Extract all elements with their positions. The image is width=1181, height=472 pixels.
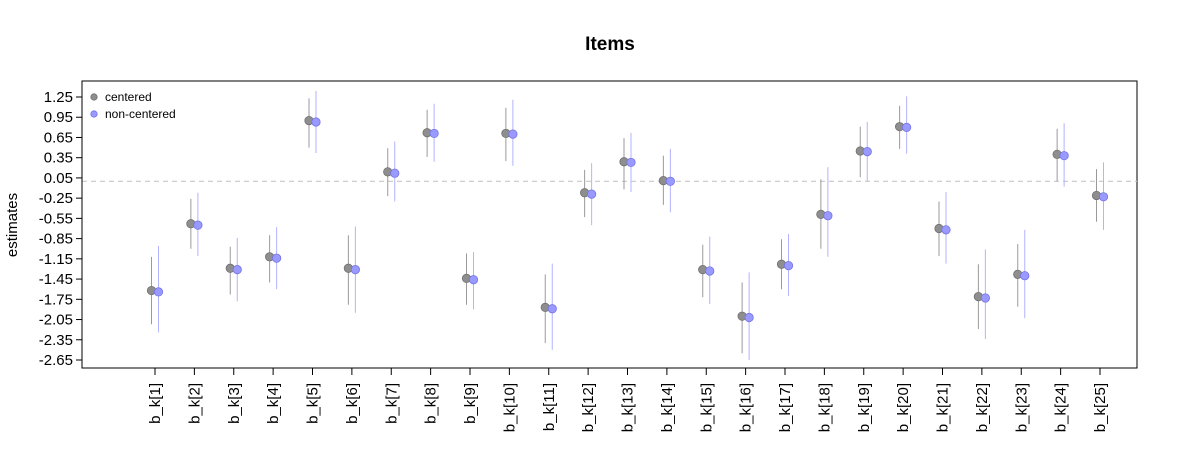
x-tick-label: b_k[11] xyxy=(541,383,558,431)
non-centered-point xyxy=(783,260,794,271)
y-tick-label: -1.45 xyxy=(39,271,73,288)
x-tick-label: b_k[20] xyxy=(895,383,912,432)
y-tick-label: -1.75 xyxy=(39,291,73,308)
non-centered-point xyxy=(468,275,479,285)
non-centered-point xyxy=(390,168,400,178)
y-axis-title: estimates xyxy=(4,193,21,257)
x-axis: b_k[1] b_k[2] b_k[3] b_k[4] b_k[5] b_k[6] b_k[… xyxy=(147,367,1109,432)
y-tick-label: -2.35 xyxy=(39,332,73,349)
x-tick-label: b_k[16] xyxy=(738,383,755,432)
x-tick-label: b_k[22] xyxy=(974,383,991,432)
x-tick-label: b_k[23] xyxy=(1013,383,1030,432)
y-tick-label: -0.55 xyxy=(39,210,73,227)
non-centered-point xyxy=(547,304,557,314)
non-centered-point xyxy=(350,265,360,275)
non-centered-point xyxy=(232,265,242,275)
non-centered-point xyxy=(193,220,203,230)
non-centered-point xyxy=(508,129,518,139)
non-centered-point xyxy=(272,253,282,263)
legend-swatch-centered xyxy=(90,93,98,101)
non-centered-point xyxy=(862,147,872,157)
x-tick-label: b_k[25] xyxy=(1092,383,1109,432)
y-tick-label: 0.65 xyxy=(44,129,73,146)
non-centered-point xyxy=(705,266,715,276)
y-tick-label: -2.65 xyxy=(39,352,73,369)
x-tick-label: b_k[15] xyxy=(698,383,715,432)
non-centered-point xyxy=(153,287,164,297)
x-tick-label: b_k[1] xyxy=(147,383,164,424)
legend-label-non-centered: non-centered xyxy=(105,107,176,121)
x-tick-label: b_k[18] xyxy=(816,383,833,432)
non-centered-point xyxy=(902,122,912,132)
y-tick-label: 0.95 xyxy=(44,109,73,126)
x-tick-label: b_k[13] xyxy=(620,383,637,432)
chart-title: Items xyxy=(585,34,635,55)
data-marks xyxy=(146,90,1109,360)
non-centered-point xyxy=(1059,151,1069,161)
x-tick-label: b_k[4] xyxy=(265,383,282,424)
x-tick-label: b_k[21] xyxy=(935,383,952,432)
x-tick-label: b_k[3] xyxy=(226,383,243,424)
x-tick-label: b_k[5] xyxy=(305,383,322,424)
non-centered-point xyxy=(311,117,321,127)
x-tick-label: b_k[24] xyxy=(1053,383,1070,432)
x-tick-label: b_k[9] xyxy=(462,383,479,424)
non-centered-point xyxy=(1020,271,1030,281)
non-centered-point xyxy=(587,189,597,199)
y-tick-label: 0.35 xyxy=(44,150,73,167)
non-centered-point xyxy=(429,128,439,139)
x-tick-label: b_k[14] xyxy=(659,383,676,432)
y-tick-label: -0.25 xyxy=(39,190,73,207)
x-tick-label: b_k[6] xyxy=(344,383,361,424)
y-tick-label: 0.05 xyxy=(44,170,73,187)
y-tick-label: 1.25 xyxy=(44,89,73,106)
non-centered-point xyxy=(1098,192,1109,202)
x-tick-label: b_k[7] xyxy=(383,383,400,424)
non-centered-point xyxy=(823,211,833,221)
non-centered-point xyxy=(941,225,951,235)
x-tick-label: b_k[10] xyxy=(501,383,518,432)
y-tick-label: -1.15 xyxy=(39,251,73,268)
non-centered-point xyxy=(980,293,990,303)
non-centered-point xyxy=(626,157,636,168)
legend: centered non-centered xyxy=(90,90,176,121)
non-centered-point xyxy=(744,312,754,323)
x-tick-label: b_k[2] xyxy=(186,383,203,424)
x-tick-label: b_k[17] xyxy=(777,383,794,432)
y-tick-label: -2.05 xyxy=(39,312,73,329)
x-tick-label: b_k[8] xyxy=(423,383,440,424)
non-centered-point xyxy=(665,176,675,186)
x-tick-label: b_k[12] xyxy=(580,383,597,432)
y-axis: 1.25 0.95 0.65 0.35 0.05 -0.25 -0.55 -0.85 -1.15… xyxy=(39,89,83,369)
legend-label-centered: centered xyxy=(105,90,152,104)
y-tick-label: -0.85 xyxy=(39,231,73,248)
legend-swatch-non-centered xyxy=(90,110,98,118)
x-tick-label: b_k[19] xyxy=(856,383,873,432)
